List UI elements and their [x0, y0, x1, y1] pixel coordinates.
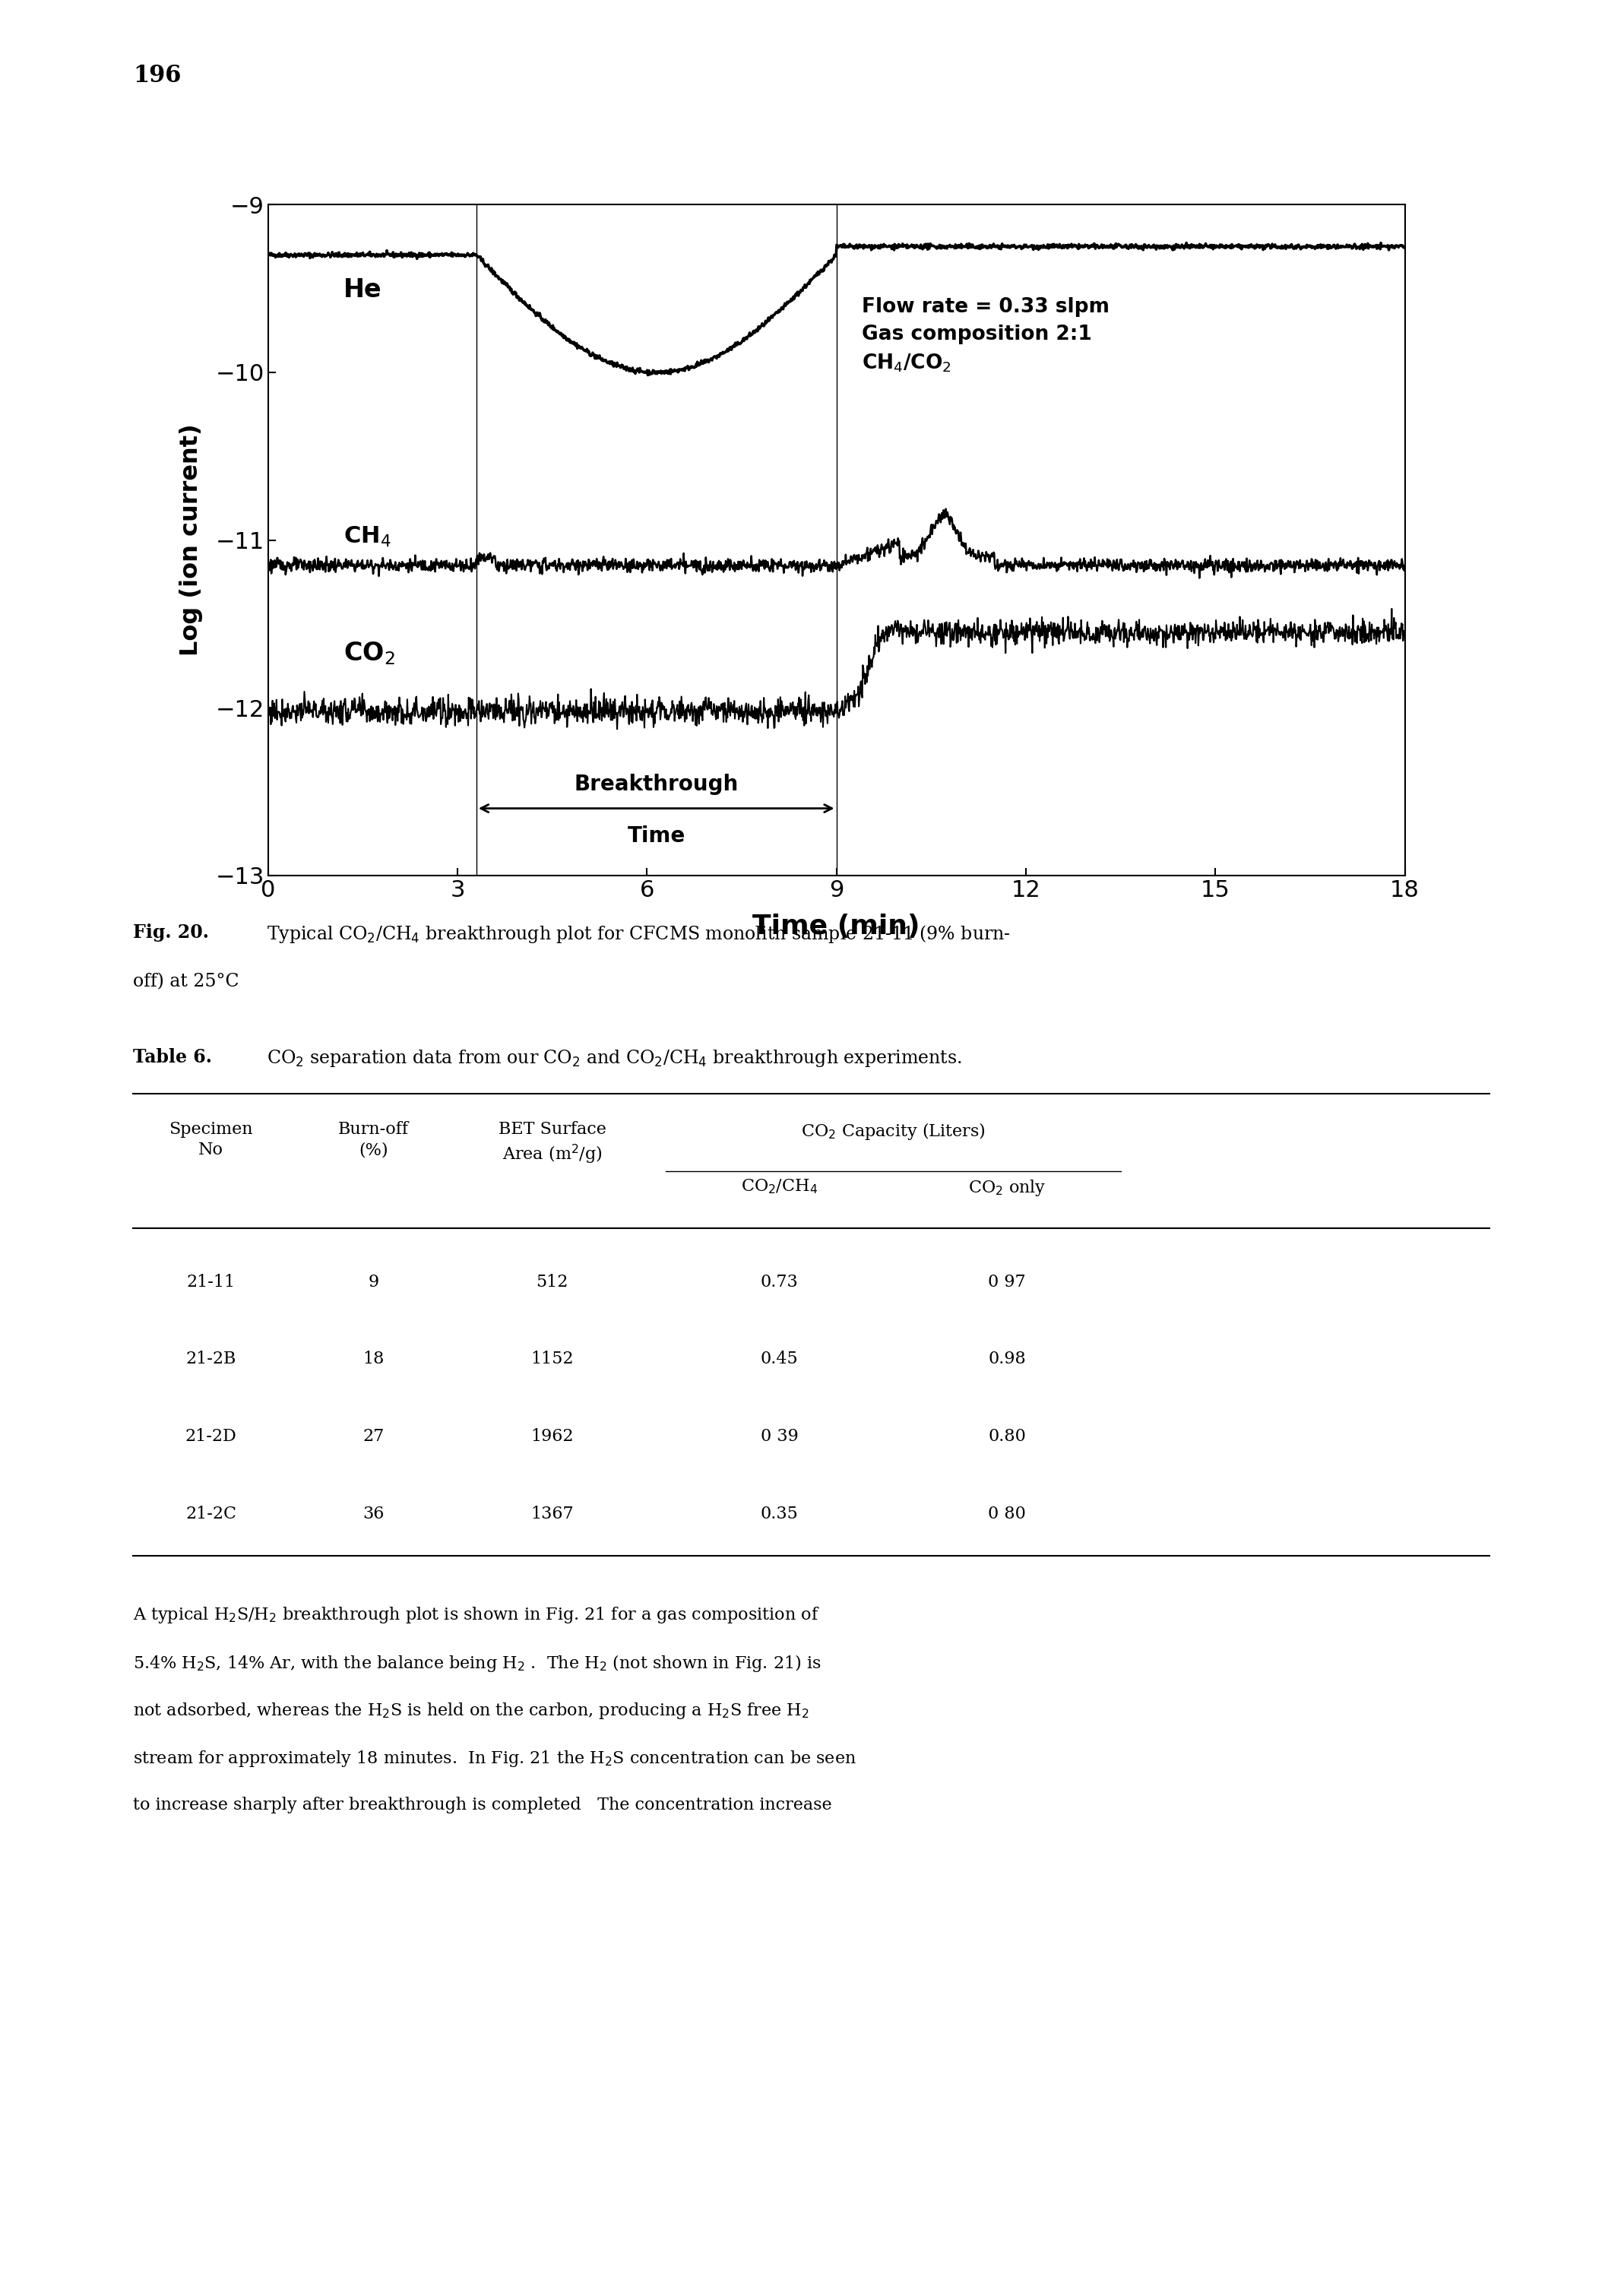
Text: 5.4% H$_2$S, 14% Ar, with the balance being H$_2$ .  The H$_2$ (not shown in Fig: 5.4% H$_2$S, 14% Ar, with the balance be… [133, 1653, 822, 1674]
Text: CO$_2$ Capacity (Liters): CO$_2$ Capacity (Liters) [801, 1121, 986, 1142]
Text: stream for approximately 18 minutes.  In Fig. 21 the H$_2$S concentration can be: stream for approximately 18 minutes. In … [133, 1749, 856, 1769]
Text: Burn-off
(%): Burn-off (%) [338, 1121, 409, 1157]
Text: 18: 18 [362, 1351, 385, 1367]
X-axis label: Time (min): Time (min) [752, 914, 921, 939]
Text: Typical CO$_2$/CH$_4$ breakthrough plot for CFCMS monolith sample 21-11 (9% burn: Typical CO$_2$/CH$_4$ breakthrough plot … [255, 923, 1010, 944]
Text: 36: 36 [362, 1505, 385, 1521]
Text: CO$_2$ only: CO$_2$ only [968, 1178, 1046, 1198]
Text: 0.73: 0.73 [760, 1273, 799, 1289]
Text: Flow rate = 0.33 slpm
Gas composition 2:1
CH$_4$/CO$_2$: Flow rate = 0.33 slpm Gas composition 2:… [862, 298, 1109, 373]
Text: 9: 9 [369, 1273, 378, 1289]
Text: 0.98: 0.98 [987, 1351, 1026, 1367]
Text: CO$_2$/CH$_4$: CO$_2$/CH$_4$ [741, 1178, 818, 1196]
Text: to increase sharply after breakthrough is completed   The concentration increase: to increase sharply after breakthrough i… [133, 1796, 831, 1812]
Text: 1962: 1962 [531, 1428, 573, 1444]
Text: 512: 512 [536, 1273, 568, 1289]
Text: off) at 25°C: off) at 25°C [133, 973, 239, 991]
Text: not adsorbed, whereas the H$_2$S is held on the carbon, producing a H$_2$S free : not adsorbed, whereas the H$_2$S is held… [133, 1701, 809, 1721]
Text: 21-11: 21-11 [187, 1273, 235, 1289]
Text: BET Surface
Area (m$^2$/g): BET Surface Area (m$^2$/g) [499, 1121, 606, 1167]
Text: 21-2D: 21-2D [185, 1428, 237, 1444]
Text: 0 80: 0 80 [987, 1505, 1026, 1521]
Text: 0.80: 0.80 [987, 1428, 1026, 1444]
Text: 0.45: 0.45 [760, 1351, 799, 1367]
Text: Breakthrough: Breakthrough [575, 773, 739, 796]
Text: Table 6.: Table 6. [133, 1048, 213, 1067]
Text: Fig. 20.: Fig. 20. [133, 923, 209, 941]
Text: 1152: 1152 [531, 1351, 573, 1367]
Text: Specimen
No: Specimen No [169, 1121, 253, 1157]
Text: A typical H$_2$S/H$_2$ breakthrough plot is shown in Fig. 21 for a gas compositi: A typical H$_2$S/H$_2$ breakthrough plot… [133, 1605, 820, 1626]
Text: 0 97: 0 97 [987, 1273, 1026, 1289]
Text: He: He [344, 277, 382, 302]
Text: 21-2B: 21-2B [185, 1351, 237, 1367]
Text: CO$_2$: CO$_2$ [344, 641, 395, 666]
Y-axis label: Log (ion current): Log (ion current) [179, 423, 203, 657]
Text: 0.35: 0.35 [760, 1505, 799, 1521]
Text: 21-2C: 21-2C [185, 1505, 237, 1521]
Text: 27: 27 [362, 1428, 385, 1444]
Text: 196: 196 [133, 64, 182, 86]
Text: Time: Time [627, 825, 685, 846]
Text: 0 39: 0 39 [760, 1428, 799, 1444]
Text: CH$_4$: CH$_4$ [344, 525, 391, 548]
Text: CO$_2$ separation data from our CO$_2$ and CO$_2$/CH$_4$ breakthrough experiment: CO$_2$ separation data from our CO$_2$ a… [255, 1048, 961, 1069]
Text: 1367: 1367 [531, 1505, 573, 1521]
